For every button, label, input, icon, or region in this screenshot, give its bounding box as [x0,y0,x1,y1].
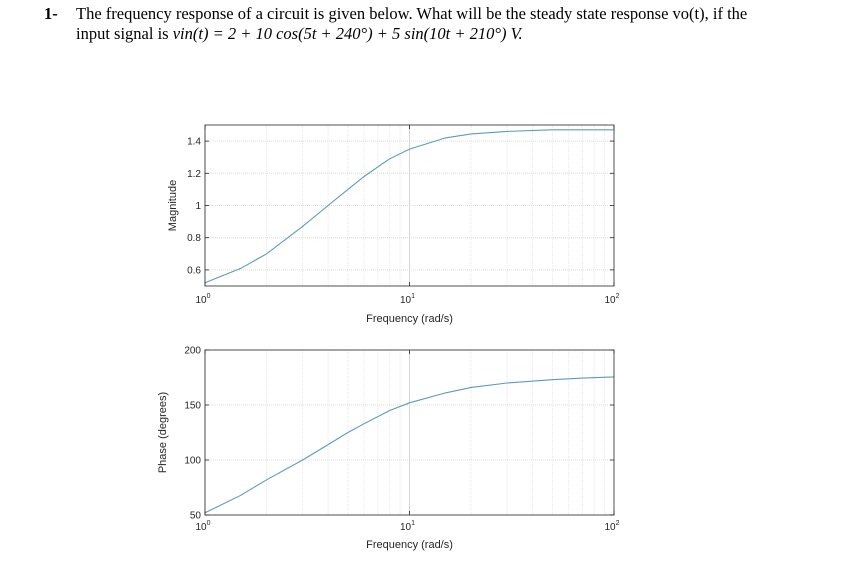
y-tick-label: 1 [195,201,201,212]
x-tick-exponent: 1 [411,520,415,527]
y-tick-label: 100 [184,456,201,467]
x-tick-exponent: 2 [616,520,620,527]
x-tick-base: 10 [400,522,412,533]
y-tick-label: 1.4 [187,137,201,148]
x-tick-label: 102 [604,520,619,533]
question-text-line1: The frequency response of a circuit is g… [76,4,748,23]
y-axis-label: Phase (degrees) [157,392,169,473]
x-tick-exponent: 0 [207,293,211,300]
x-tick-label: 101 [400,293,415,306]
y-tick-label: 0.6 [187,265,201,276]
x-tick-base: 10 [400,295,412,306]
x-tick-label: 102 [604,293,619,306]
x-tick-label: 100 [195,293,210,306]
y-tick-label: 150 [184,401,201,412]
x-tick-exponent: 2 [616,293,620,300]
x-axis-label: Frequency (rad/s) [366,313,453,325]
y-tick-label: 0.8 [187,233,201,244]
y-axis-label: Magnitude [167,180,179,231]
input-signal-equation: vin(t) = 2 + 10 cos(5t + 240°) + 5 sin(1… [172,24,523,43]
y-tick-label: 50 [190,511,202,522]
question-number: 1- [44,4,58,23]
response-curve [204,129,614,284]
y-tick-label: 200 [184,346,201,357]
x-tick-base: 10 [195,522,207,533]
x-tick-label: 100 [195,520,210,533]
response-curve [204,376,615,514]
question-text-prefix: input signal is [76,24,173,43]
x-tick-exponent: 1 [411,293,415,300]
x-tick-label: 101 [400,520,415,533]
question-text-line2: input signal is vin(t) = 2 + 10 cos(5t +… [76,24,523,44]
y-tick-label: 1.2 [187,169,201,180]
x-tick-base: 10 [195,295,207,306]
x-axis-label: Frequency (rad/s) [366,539,453,551]
x-tick-base: 10 [604,295,616,306]
x-tick-exponent: 0 [207,520,211,527]
x-tick-base: 10 [604,522,616,533]
